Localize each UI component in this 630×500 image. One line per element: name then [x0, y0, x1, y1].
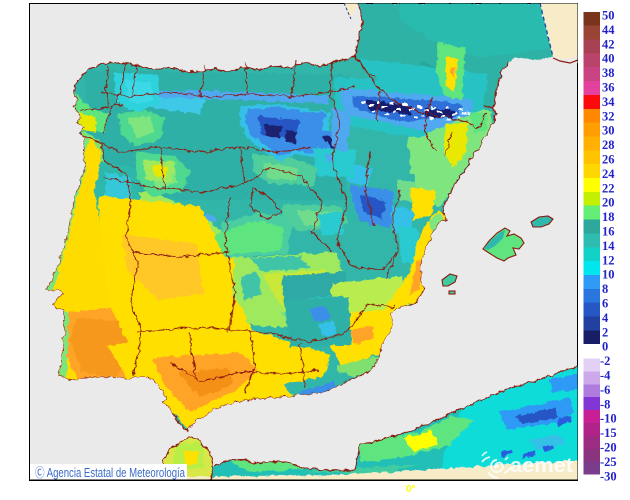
svg-text:0°: 0° [406, 484, 416, 495]
svg-text:50: 50 [602, 9, 615, 23]
svg-text:-2: -2 [600, 354, 610, 368]
svg-text:42: 42 [602, 37, 615, 51]
svg-text:-30: -30 [600, 469, 617, 483]
svg-text:-15: -15 [600, 426, 617, 440]
svg-text:-10: -10 [600, 412, 617, 426]
svg-text:4: 4 [602, 311, 609, 325]
svg-text:28: 28 [602, 138, 615, 152]
svg-text:22: 22 [602, 181, 615, 195]
svg-text:aemet: aemet [510, 455, 573, 477]
svg-text:-4: -4 [600, 369, 611, 383]
svg-text:14: 14 [602, 239, 615, 253]
svg-text:20: 20 [602, 196, 615, 210]
svg-text:18: 18 [602, 210, 615, 224]
svg-text:32: 32 [602, 109, 615, 123]
svg-text:10: 10 [602, 268, 615, 282]
svg-text:26: 26 [602, 153, 615, 167]
svg-text:34: 34 [602, 95, 615, 109]
svg-text:0: 0 [602, 340, 608, 354]
svg-text:12: 12 [602, 253, 615, 267]
svg-text:16: 16 [602, 225, 615, 239]
svg-text:8: 8 [602, 282, 608, 296]
svg-text:2: 2 [602, 325, 608, 339]
svg-text:-6: -6 [600, 383, 610, 397]
svg-text:-20: -20 [600, 441, 617, 455]
svg-text:40: 40 [602, 52, 615, 66]
svg-text:-8: -8 [600, 397, 610, 411]
svg-text:30: 30 [602, 124, 615, 138]
svg-text:44: 44 [602, 23, 615, 37]
svg-text:6: 6 [602, 297, 608, 311]
svg-text:38: 38 [602, 66, 615, 80]
svg-text:24: 24 [602, 167, 615, 181]
svg-text:Ⓒ Agencia Estatal de Meteorolo: Ⓒ Agencia Estatal de Meteorología [35, 466, 185, 480]
svg-text:-25: -25 [600, 455, 617, 469]
svg-text:36: 36 [602, 81, 615, 95]
